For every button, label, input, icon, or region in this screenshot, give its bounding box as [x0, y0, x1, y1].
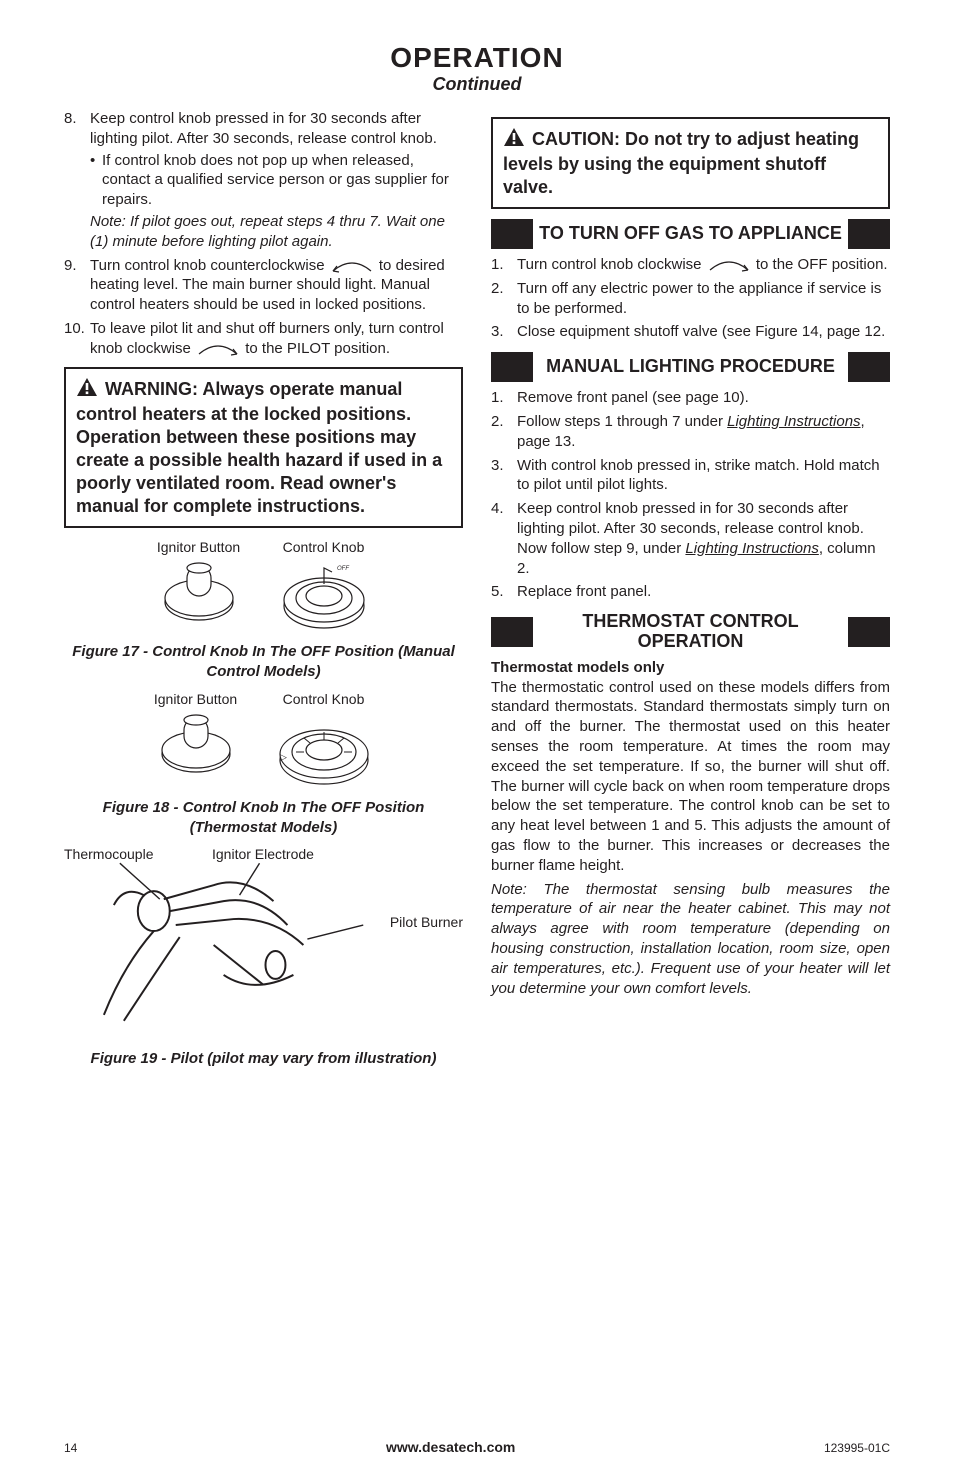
section-title: MANUAL LIGHTING PROCEDURE — [533, 357, 848, 377]
bullet-dot: • — [90, 151, 102, 210]
svg-text:OFF: OFF — [337, 566, 349, 572]
thermostat-note: Note: The thermostat sensing bulb measur… — [491, 880, 890, 999]
header-bar-left — [491, 352, 533, 382]
step-number: 1. — [491, 255, 517, 275]
ignitor-electrode-label: Ignitor Electrode — [212, 845, 314, 863]
control-knob-icon: OFF — [277, 558, 371, 632]
left-column: 8. Keep control knob pressed in for 30 s… — [64, 109, 463, 1077]
section-header-off: TO TURN OFF GAS TO APPLIANCE — [491, 219, 890, 249]
control-knob-label: Control Knob — [274, 690, 374, 708]
step-text: With control knob pressed in, strike mat… — [517, 456, 890, 496]
step-text-post: to the OFF position. — [756, 256, 888, 273]
figure-caption: Figure 19 - Pilot (pilot may vary from i… — [64, 1049, 463, 1069]
thermostat-knob-icon: ▷ — [274, 710, 374, 788]
footer-url: www.desatech.com — [386, 1439, 515, 1455]
caution-box: CAUTION: Do not try to adjust heating le… — [491, 117, 890, 209]
step-number: 2. — [491, 279, 517, 319]
control-knob-label: Control Knob — [277, 538, 371, 556]
page-footer: 14 www.desatech.com 123995-01C — [64, 1439, 890, 1455]
section-title: THERMOSTAT CONTROL OPERATION — [533, 612, 848, 652]
header-bar-left — [491, 219, 533, 249]
section-header-manual: MANUAL LIGHTING PROCEDURE — [491, 352, 890, 382]
step-number: 3. — [491, 456, 517, 496]
thermocouple-label: Thermocouple — [64, 845, 154, 863]
warning-icon — [76, 377, 98, 403]
header-bar-right — [848, 617, 890, 647]
sub-bullet-text: If control knob does not pop up when rel… — [102, 151, 463, 210]
page-subtitle: Continued — [64, 74, 890, 95]
ignitor-button-icon — [157, 558, 241, 622]
page-title: OPERATION — [64, 42, 890, 74]
thermostat-subhead: Thermostat models only — [491, 658, 890, 678]
step-text-post: to the PILOT position. — [245, 340, 390, 357]
arrow-cw-icon — [195, 342, 241, 356]
step-number: 8. — [64, 109, 90, 252]
doc-id: 123995-01C — [824, 1441, 890, 1455]
warning-box: WARNING: Always operate manual control h… — [64, 367, 463, 528]
figure-caption: Figure 17 - Control Knob In The OFF Posi… — [64, 642, 463, 682]
link-text: Lighting Instructions — [685, 540, 818, 557]
step-number: 10. — [64, 319, 90, 359]
step-text-pre: Turn control knob counterclockwise — [90, 257, 329, 274]
step-number: 4. — [491, 499, 517, 578]
caution-text: CAUTION: Do not try to adjust heating le… — [503, 129, 859, 197]
step-text: Close equipment shutoff valve (see Figur… — [517, 322, 890, 342]
step-text-pre: Follow steps 1 through 7 under — [517, 413, 727, 430]
step-text: Keep control knob pressed in for 30 seco… — [90, 110, 437, 147]
step-number: 2. — [491, 412, 517, 452]
step-text-pre: Turn control knob clockwise — [517, 256, 706, 273]
link-text: Lighting Instructions — [727, 413, 860, 430]
step-number: 1. — [491, 388, 517, 408]
step-text: Remove front panel (see page 10). — [517, 388, 890, 408]
step-number: 5. — [491, 582, 517, 602]
arrow-ccw-icon — [329, 259, 375, 273]
step-number: 9. — [64, 256, 90, 315]
right-column: CAUTION: Do not try to adjust heating le… — [491, 109, 890, 1077]
page-number: 14 — [64, 1441, 77, 1455]
header-bar-left — [491, 617, 533, 647]
warning-icon — [503, 127, 525, 153]
ignitor-label: Ignitor Button — [157, 538, 241, 556]
section-header-thermostat: THERMOSTAT CONTROL OPERATION — [491, 612, 890, 652]
step-note: Note: If pilot goes out, repeat steps 4 … — [90, 213, 445, 250]
figure-caption: Figure 18 - Control Knob In The OFF Posi… — [64, 798, 463, 838]
warning-text: WARNING: Always operate manual control h… — [76, 379, 442, 516]
arrow-cw-icon — [706, 258, 752, 272]
ignitor-button-icon — [154, 710, 238, 774]
header-bar-right — [848, 352, 890, 382]
section-title: TO TURN OFF GAS TO APPLIANCE — [533, 224, 848, 244]
step-number: 3. — [491, 322, 517, 342]
thermostat-body: The thermostatic control used on these m… — [491, 678, 890, 876]
svg-text:▷: ▷ — [280, 752, 287, 762]
pilot-burner-label: Pilot Burner — [390, 913, 463, 931]
step-text: Replace front panel. — [517, 582, 890, 602]
step-text: Turn off any electric power to the appli… — [517, 279, 890, 319]
header-bar-right — [848, 219, 890, 249]
ignitor-label: Ignitor Button — [154, 690, 238, 708]
pilot-diagram: Thermocouple Ignitor Electrode Pilot Bur… — [64, 845, 463, 1045]
